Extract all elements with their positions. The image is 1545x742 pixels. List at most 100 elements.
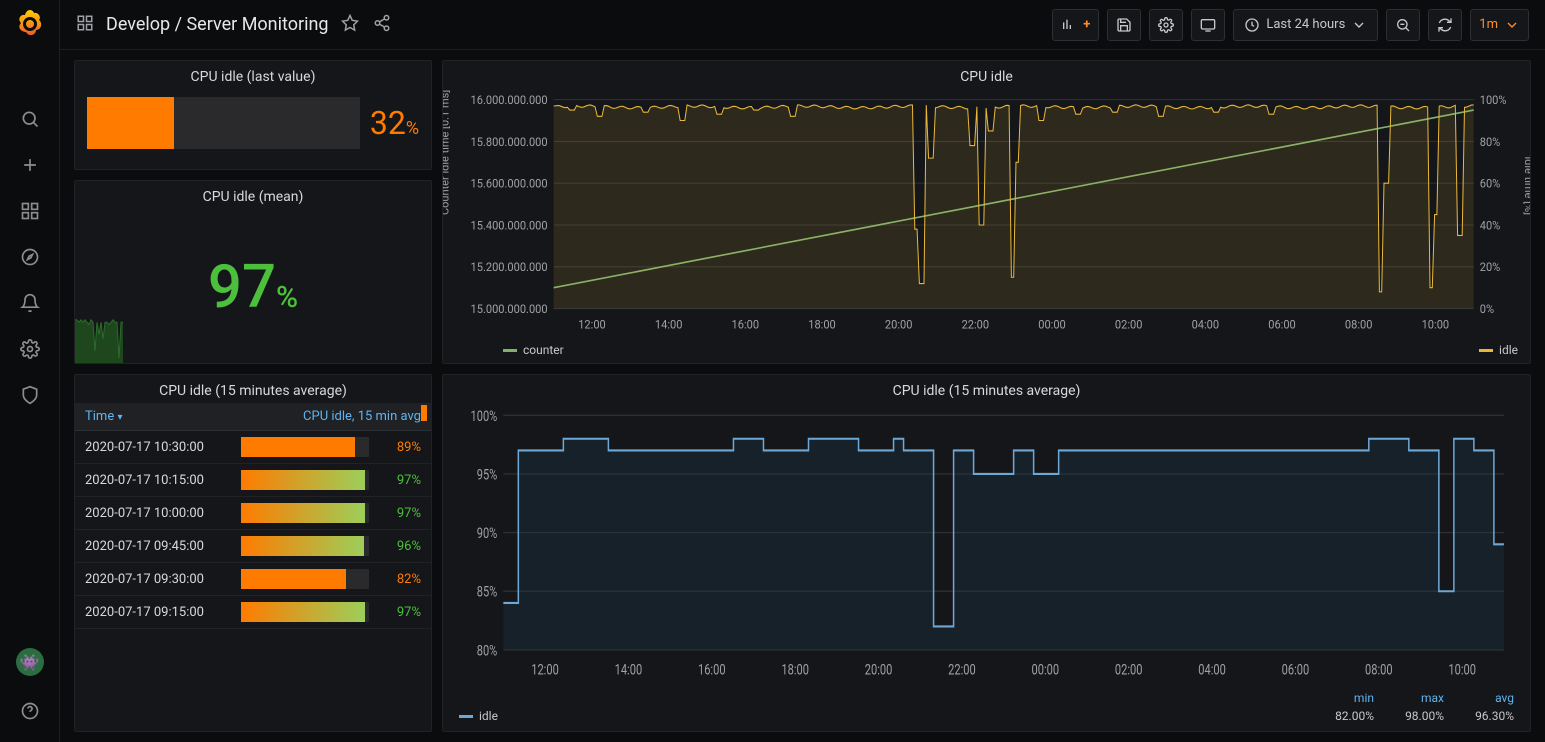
dashboards-icon[interactable] [19,200,41,222]
svg-text:85%: 85% [477,584,498,601]
panel-title: CPU idle (mean) [75,181,431,209]
stat-value: 96.30% [1444,709,1514,723]
explore-icon[interactable] [19,246,41,268]
zoom-out-button[interactable] [1386,9,1420,41]
breadcrumb[interactable]: Develop / Server Monitoring [106,14,329,35]
col-value[interactable]: CPU idle, 15 min avg [233,409,421,424]
table-row[interactable]: 2020-07-17 10:30:0089% [75,431,431,464]
table-row[interactable]: 2020-07-17 10:15:00 97% [75,464,431,497]
dashboard-grid: CPU idle (last value) 32% CPU idle (mean… [60,50,1545,742]
svg-text:04:00: 04:00 [1198,662,1226,679]
panel-cpu-idle-mean[interactable]: CPU idle (mean) 97% [74,180,432,364]
cell-time: 2020-07-17 09:15:00 [85,605,233,620]
svg-text:95%: 95% [477,467,498,484]
cell-bar [241,602,369,622]
svg-text:22:00: 22:00 [948,662,976,679]
refresh-interval-button[interactable]: 1m [1470,9,1529,41]
dashboard-icon [76,14,94,36]
svg-text:15.800.000.000: 15.800.000.000 [471,134,548,149]
table-row[interactable]: 2020-07-17 09:15:0097% [75,596,431,629]
col-time[interactable]: Time ▾ [85,409,233,424]
svg-text:02:00: 02:00 [1115,662,1143,679]
svg-text:06:00: 06:00 [1282,662,1310,679]
search-icon[interactable] [19,108,41,130]
cell-time: 2020-07-17 10:15:00 [85,473,233,488]
cell-value: 97% [377,473,421,488]
user-avatar[interactable]: 👾 [16,648,44,676]
svg-text:60%: 60% [1480,176,1501,191]
gauge-track [87,97,360,149]
table-row[interactable]: 2020-07-17 09:45:0096% [75,530,431,563]
gauge-fill [87,97,174,149]
save-button[interactable] [1107,9,1141,41]
svg-text:80%: 80% [1480,134,1501,149]
svg-text:16:00: 16:00 [732,317,760,332]
svg-text:40%: 40% [1480,218,1501,233]
refresh-button[interactable] [1428,9,1462,41]
configuration-icon[interactable] [19,338,41,360]
svg-text:12:00: 12:00 [578,317,606,332]
cell-bar [241,470,369,490]
gauge-value: 32% [370,104,419,142]
table-row[interactable]: 2020-07-17 10:00:0097% [75,497,431,530]
svg-text:00:00: 00:00 [1038,317,1066,332]
stat-header: avg [1444,691,1514,705]
refresh-interval-label: 1m [1479,17,1498,32]
nav-rail: 👾 [0,0,60,742]
main-area: Develop / Server Monitoring + Last 24 ho… [60,0,1545,742]
svg-text:08:00: 08:00 [1345,317,1373,332]
svg-text:0%: 0% [1480,302,1494,317]
scroll-indicator [421,405,427,421]
svg-text:12:00: 12:00 [531,662,559,679]
svg-text:90%: 90% [477,526,498,543]
nav-bottom-group: 👾 [16,648,44,742]
panel-cpu-idle-chart[interactable]: CPU idle Counter idle time [0.1 ms] idle… [442,60,1531,364]
add-panel-button[interactable]: + [1052,9,1099,41]
stat-header: max [1374,691,1444,705]
shield-icon[interactable] [19,384,41,406]
stat-header: min [1304,691,1374,705]
cell-bar [241,437,369,457]
grafana-logo[interactable] [14,8,46,40]
table-body: 2020-07-17 10:30:0089%2020-07-17 10:15:0… [75,431,431,731]
panel-title: CPU idle [443,61,1530,89]
svg-text:100%: 100% [1480,93,1507,107]
plus-icon[interactable] [19,154,41,176]
svg-text:16:00: 16:00 [698,662,726,679]
panel-title: CPU idle (15 minutes average) [75,375,431,403]
table-row[interactable]: 2020-07-17 09:30:0082% [75,563,431,596]
svg-text:10:00: 10:00 [1448,662,1476,679]
panel-cpu-idle-last[interactable]: CPU idle (last value) 32% [74,60,432,170]
svg-text:00:00: 00:00 [1032,662,1060,679]
legend-idle[interactable]: idle [1479,343,1518,357]
legend-idle[interactable]: idle [459,709,498,723]
tv-mode-button[interactable] [1191,9,1225,41]
table-header: Time ▾ CPU idle, 15 min avg [75,403,431,431]
svg-text:18:00: 18:00 [808,317,836,332]
legend-counter[interactable]: counter [503,343,564,357]
svg-text:06:00: 06:00 [1268,317,1296,332]
nav-top-group [19,108,41,406]
help-icon[interactable] [19,700,41,722]
star-icon[interactable] [341,14,359,36]
legend: counter idle [443,341,1530,363]
panel-cpu-idle-15-chart[interactable]: CPU idle (15 minutes average) 80%85%90%9… [442,374,1531,732]
chart-body: 80%85%90%95%100%12:0014:0016:0018:0020:0… [443,403,1530,689]
cell-time: 2020-07-17 09:45:00 [85,539,233,554]
cell-bar [241,569,369,589]
sparkline [75,315,123,363]
gauge: 32% [75,89,431,169]
svg-text:15.600.000.000: 15.600.000.000 [471,176,548,191]
share-icon[interactable] [373,14,391,36]
settings-button[interactable] [1149,9,1183,41]
stat-value: 98.00% [1374,709,1444,723]
stat-value: 82.00% [1304,709,1374,723]
bignum-wrap: 97% [75,209,431,363]
time-range-button[interactable]: Last 24 hours [1233,9,1378,41]
svg-text:18:00: 18:00 [781,662,809,679]
panel-cpu-idle-15-table[interactable]: CPU idle (15 minutes average) Time ▾ CPU… [74,374,432,732]
alerting-icon[interactable] [19,292,41,314]
cell-time: 2020-07-17 09:30:00 [85,572,233,587]
chart-svg: 15.000.000.00015.200.000.00015.400.000.0… [453,93,1520,335]
svg-text:22:00: 22:00 [962,317,990,332]
